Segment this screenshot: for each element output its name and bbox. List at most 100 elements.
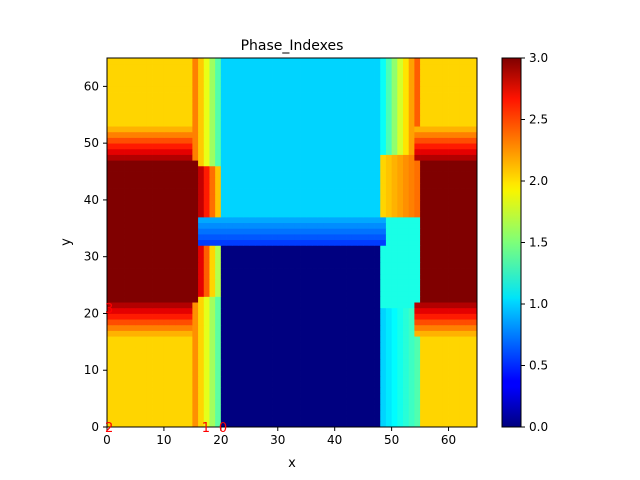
heatmap-cell (249, 296, 256, 303)
heatmap-cell (129, 375, 136, 382)
heatmap-cell (340, 148, 347, 155)
heatmap-cell (329, 58, 336, 65)
heatmap-cell (425, 69, 432, 76)
heatmap-cell (260, 103, 267, 110)
heatmap-cell (471, 114, 478, 121)
heatmap-cell (311, 120, 319, 127)
heatmap-cell (425, 330, 432, 337)
heatmap-cell (169, 114, 176, 121)
heatmap-cell (129, 279, 136, 286)
heatmap-cell (186, 251, 193, 258)
heatmap-cell (425, 353, 432, 360)
heatmap-cell (340, 188, 347, 195)
heatmap-cell (283, 75, 290, 82)
heatmap-cell (135, 63, 142, 70)
heatmap-cell (363, 330, 370, 337)
heatmap-cell (232, 336, 239, 343)
heatmap-cell (351, 353, 358, 360)
heatmap-cell (334, 296, 341, 303)
colorbar-ticks: 0.00.51.01.52.02.53.0 (521, 51, 548, 434)
heatmap-cell (397, 313, 404, 320)
heatmap-cell (442, 347, 449, 354)
heatmap-cell (215, 160, 222, 167)
heatmap-cell (391, 222, 398, 229)
heatmap-cell (300, 353, 307, 360)
heatmap-cell (266, 415, 273, 422)
heatmap-cell (163, 199, 171, 206)
heatmap-cell (323, 137, 330, 144)
heatmap-cell (391, 120, 398, 127)
heatmap-cell (334, 353, 341, 360)
heatmap-cell (391, 336, 398, 343)
heatmap-cell (306, 392, 313, 400)
heatmap-cell (329, 205, 336, 212)
heatmap-cell (317, 302, 324, 309)
heatmap-cell (118, 375, 125, 382)
heatmap-cell (442, 336, 449, 343)
heatmap-cell (198, 120, 205, 127)
heatmap-cell (414, 143, 421, 150)
heatmap-cell (152, 285, 159, 292)
heatmap-cell (220, 199, 227, 206)
heatmap-cell (266, 307, 273, 314)
heatmap-cell (249, 97, 256, 104)
heatmap-cell (294, 307, 301, 314)
heatmap-cell (277, 364, 284, 371)
heatmap-cell (414, 205, 421, 212)
heatmap-cell (220, 177, 227, 184)
heatmap-cell (272, 251, 279, 258)
heatmap-cell (385, 279, 393, 286)
heatmap-cell (209, 381, 216, 388)
heatmap-cell (300, 239, 307, 246)
heatmap-cell (454, 279, 461, 286)
heatmap-cell (300, 324, 307, 331)
heatmap-cell (220, 216, 227, 224)
heatmap-cell (243, 404, 250, 411)
heatmap-cell (220, 245, 227, 252)
heatmap-cell (277, 182, 284, 189)
heatmap-cell (334, 347, 341, 354)
heatmap-cell (294, 409, 301, 417)
heatmap-cell (152, 387, 159, 394)
heatmap-cell (141, 58, 148, 65)
heatmap-cell (323, 165, 330, 172)
heatmap-cell (107, 199, 114, 206)
heatmap-cell (374, 302, 381, 309)
heatmap-cell (442, 126, 449, 133)
heatmap-cell (112, 409, 119, 417)
heatmap-cell (442, 120, 449, 127)
heatmap-cell (163, 58, 171, 65)
heatmap-cell (260, 143, 267, 150)
heatmap-cell (220, 398, 227, 405)
heatmap-cell (459, 324, 467, 331)
heatmap-cell (129, 233, 136, 241)
heatmap-cell (357, 86, 364, 93)
heatmap-cell (135, 228, 142, 235)
heatmap-cell (226, 307, 233, 314)
heatmap-cell (448, 103, 455, 110)
heatmap-cell (368, 137, 375, 144)
heatmap-cell (141, 409, 148, 417)
heatmap-cell (368, 364, 375, 371)
heatmap-cell (152, 302, 159, 309)
heatmap-cell (198, 392, 205, 400)
heatmap-cell (237, 358, 245, 365)
heatmap-cell (175, 341, 182, 348)
heatmap-cell (465, 285, 472, 292)
heatmap-cell (277, 97, 284, 104)
heatmap-cell (266, 421, 273, 428)
heatmap-cell (175, 75, 182, 82)
heatmap-cell (226, 290, 233, 297)
heatmap-cell (243, 216, 250, 224)
heatmap-cell (129, 228, 136, 235)
heatmap-cell (112, 290, 119, 297)
heatmap-cell (135, 279, 142, 286)
heatmap-cell (118, 256, 125, 263)
heatmap-cell (124, 154, 131, 161)
heatmap-cell (152, 109, 159, 116)
heatmap-cell (249, 290, 256, 297)
heatmap-cell (414, 103, 421, 110)
heatmap-cell (397, 114, 404, 121)
heatmap-cell (403, 336, 410, 343)
heatmap-cell (397, 262, 404, 269)
